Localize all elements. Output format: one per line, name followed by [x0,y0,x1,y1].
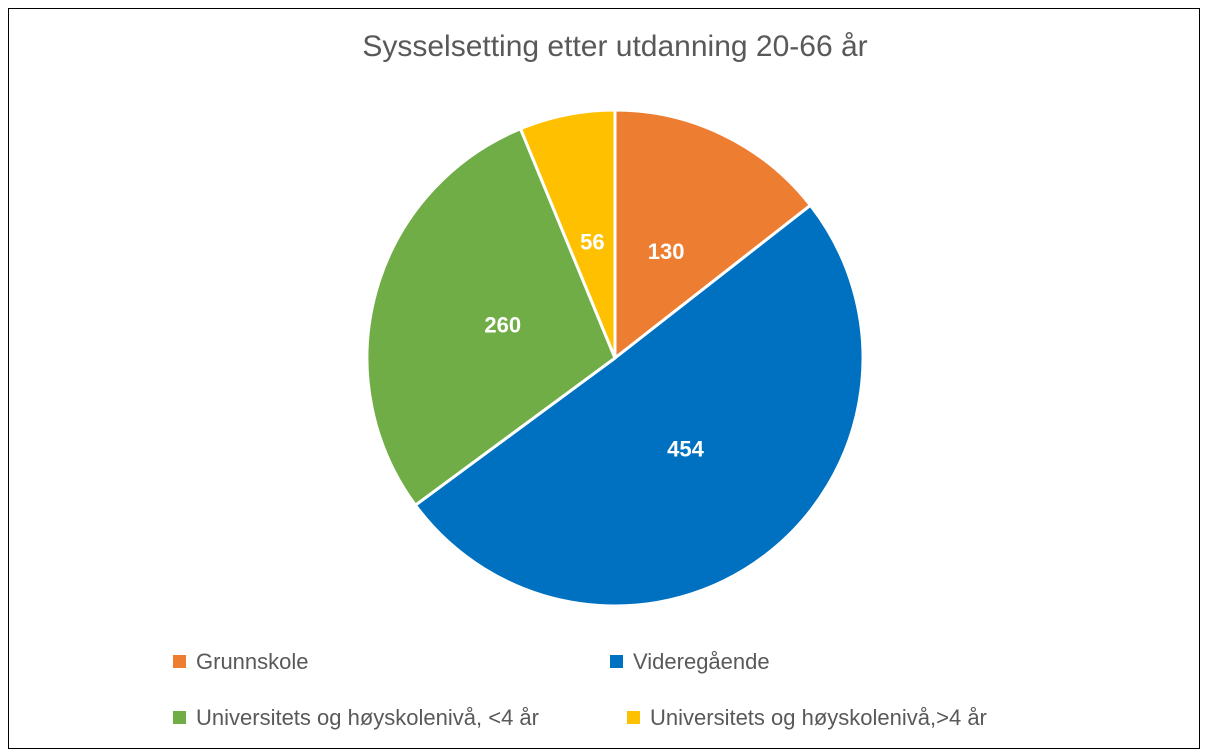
chart-title: Sysselsetting etter utdanning 20-66 år [362,30,867,63]
pie-slice [613,108,813,362]
pie-slice [365,126,617,508]
legend-label: Universitets og høyskolenivå, <4 år [196,705,539,730]
legend-label: Videregående [633,649,770,674]
legend-swatch [627,711,640,724]
data-label: 130 [648,239,685,264]
legend-label: Universitets og høyskolenivå,>4 år [650,705,987,730]
data-label: 260 [484,312,521,337]
legend-swatch [173,655,186,668]
data-label: 454 [667,437,704,462]
legend-swatch [173,711,186,724]
data-label: 56 [580,229,604,254]
legend-swatch [610,655,623,668]
pie-slice [413,203,865,608]
pie-slice [518,108,617,359]
legend-label: Grunnskole [196,649,309,674]
